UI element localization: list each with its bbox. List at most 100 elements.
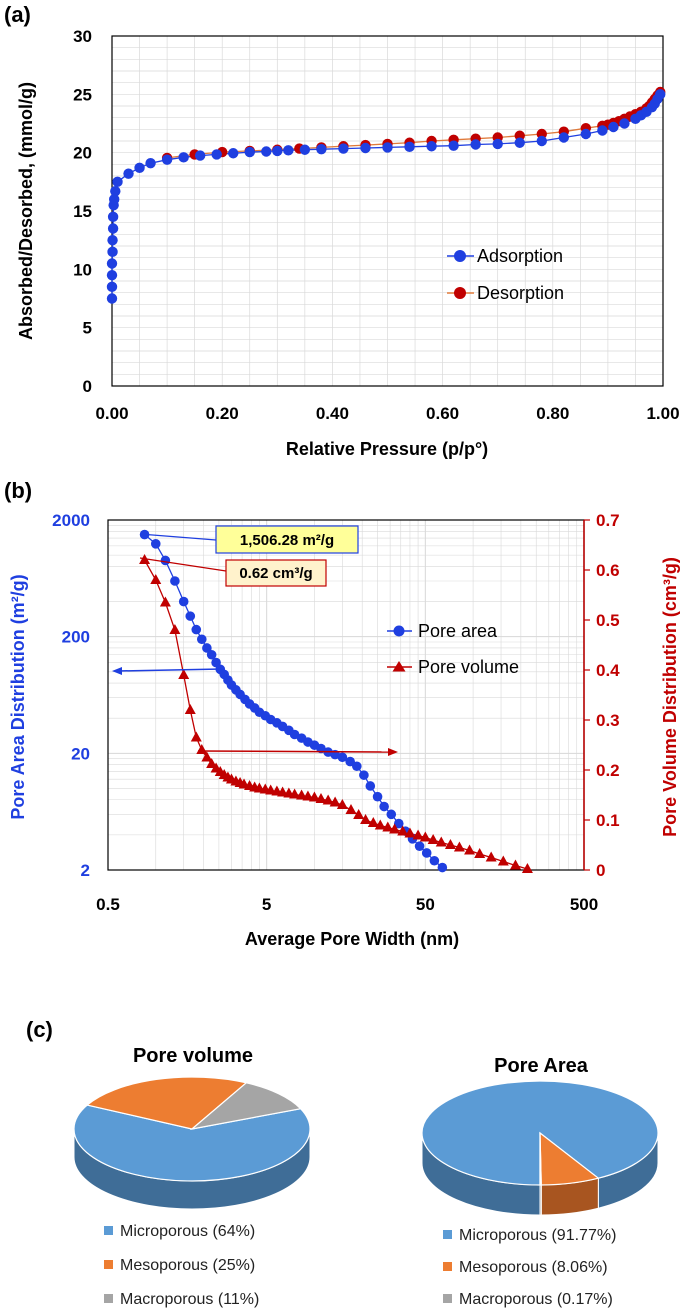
pore-area-point: [202, 643, 212, 653]
pie-area-legend-swatch-micro: [443, 1230, 452, 1239]
pore-volume-point: [419, 831, 431, 842]
pie-volume-legend-macro: Macroporous (11%): [120, 1291, 259, 1308]
adsorption-point: [107, 246, 118, 258]
callout-area-text: 1,506.28 m²/g: [240, 532, 334, 549]
adsorption-point: [655, 89, 666, 100]
adsorption-point: [178, 152, 189, 163]
pie-volume: [73, 1076, 311, 1210]
panel-b-xtick-label: 5: [262, 895, 271, 914]
callout-area-leader: [139, 533, 217, 541]
adsorption-point: [580, 128, 592, 140]
pie-volume-legend-micro: Microporous (64%): [120, 1223, 255, 1240]
arrow-right-axis: [197, 750, 391, 753]
pie-area-legend-macro: Macroporous (0.17%): [459, 1291, 613, 1308]
pore-area-point: [206, 649, 217, 660]
pore-area-point: [150, 539, 161, 549]
adsorption-point: [382, 142, 393, 153]
panel-b-ytick-left-label: 200: [62, 628, 90, 647]
pore-volume-point: [509, 859, 521, 870]
panel-a-xtick-label: 0.80: [536, 404, 569, 423]
pore-area-point: [196, 634, 207, 645]
panel-b-series: [139, 529, 533, 873]
adsorption-point: [404, 141, 415, 153]
panel-b-ytick-right-label: 0: [596, 861, 605, 880]
pore-area-point: [345, 756, 355, 767]
adsorption-point: [211, 149, 222, 160]
panel-a-plot-frame: [111, 35, 664, 387]
adsorption-point: [123, 168, 134, 179]
pore-volume-point: [322, 794, 334, 805]
panel-a-ytick-label: 10: [73, 260, 92, 279]
pore-volume-point: [444, 839, 456, 849]
pore-area-point: [352, 761, 362, 772]
adsorption-point: [514, 137, 525, 148]
panel-b-ytick-right-label: 0.5: [596, 611, 620, 630]
pie-slice-macroporous: [539, 1132, 542, 1186]
pore-area-point: [386, 809, 397, 820]
pie-volume-legend-swatch-meso: [104, 1260, 113, 1269]
pie-area: [421, 1080, 659, 1216]
adsorption-point: [558, 132, 570, 143]
legend-desorption-marker: [454, 287, 466, 299]
pore-area-point: [414, 841, 425, 851]
pore-area-point: [359, 770, 369, 780]
pie-area-legend-swatch-macro: [443, 1294, 452, 1303]
panel-b-ytick-right-label: 0.4: [596, 661, 620, 680]
pore-area-point: [191, 624, 202, 635]
pie-volume-title: Pore volume: [133, 1045, 253, 1067]
pore-area-point: [429, 855, 440, 866]
adsorption-point: [107, 223, 119, 234]
adsorption-point: [492, 138, 503, 150]
pore-volume-point: [169, 624, 181, 634]
adsorption-point: [316, 143, 327, 155]
panel-a-xtick-label: 0.20: [206, 404, 239, 423]
adsorption-point: [426, 141, 437, 152]
panel-a-xtick-label: 1.00: [646, 404, 679, 423]
pie-volume-legend-swatch-macro: [104, 1294, 113, 1303]
legend-pore-area-marker: [393, 625, 405, 637]
pore-volume-point: [296, 789, 308, 800]
pie-volume-legend-swatch-micro: [104, 1226, 113, 1235]
adsorption-point: [244, 146, 255, 158]
adsorption-point: [109, 194, 120, 205]
adsorption-point: [110, 185, 121, 197]
pore-volume-point: [302, 790, 314, 801]
pore-volume-point: [329, 796, 341, 807]
adsorption-point: [134, 162, 145, 174]
pore-area-point: [365, 781, 376, 791]
pie-area-legend-meso: Mesoporous (8.06%): [459, 1259, 608, 1276]
adsorption-point: [272, 145, 283, 157]
pore-volume-point: [374, 819, 386, 830]
panel-a-ytick-label: 15: [73, 202, 92, 221]
adsorption-point: [283, 145, 294, 156]
panel-b-ytick-left-label: 2: [81, 861, 90, 880]
pore-volume-point: [485, 851, 497, 862]
callout-area-box: [215, 525, 359, 554]
pore-volume-point: [336, 799, 348, 809]
panel-b-ticks: 0.5 5 50 500 2 20 200 2000 0 0.1 0.2 0.3 0.4 0.5 0.6 0.…: [52, 511, 620, 914]
panel-a: (a) 0.00 0.20 0.40 0.60 0.80 1.00 0 5 10 15 20 25 30…: [4, 2, 680, 459]
pie-side-macroporous: [539, 1184, 542, 1216]
adsorption-point: [228, 148, 239, 159]
panel-b-callouts: 1,506.28 m²/g 0.62 cm³/g: [139, 525, 359, 587]
pore-volume-point: [464, 844, 476, 855]
pore-volume-point: [196, 744, 208, 754]
panel-b-label: (b): [4, 478, 32, 503]
panel-a-ytick-label: 20: [73, 144, 92, 163]
pore-volume-point: [315, 793, 327, 803]
panel-b-ytick-right-label: 0.7: [596, 511, 620, 530]
pore-area-point: [379, 801, 389, 812]
panel-a-ylabel: Absorbed/Desorbed, (mmol/g): [16, 82, 36, 340]
panel-a-xtick-label: 0.60: [426, 404, 459, 423]
pore-area-point: [337, 752, 348, 763]
adsorption-point: [338, 143, 349, 154]
pore-volume-point: [521, 863, 533, 873]
pore-volume-point: [435, 836, 447, 847]
pore-area-point: [421, 848, 432, 858]
panel-a-ticks: 0.00 0.20 0.40 0.60 0.80 1.00 0 5 10 15 20 25 30: [73, 27, 679, 423]
pore-volume-point: [412, 829, 424, 840]
pore-volume-point: [201, 751, 213, 762]
adsorption-point: [106, 293, 118, 304]
panel-a-xlabel: Relative Pressure (p/p°): [286, 439, 488, 459]
pie-volume-legend-meso: Mesoporous (25%): [120, 1257, 255, 1274]
